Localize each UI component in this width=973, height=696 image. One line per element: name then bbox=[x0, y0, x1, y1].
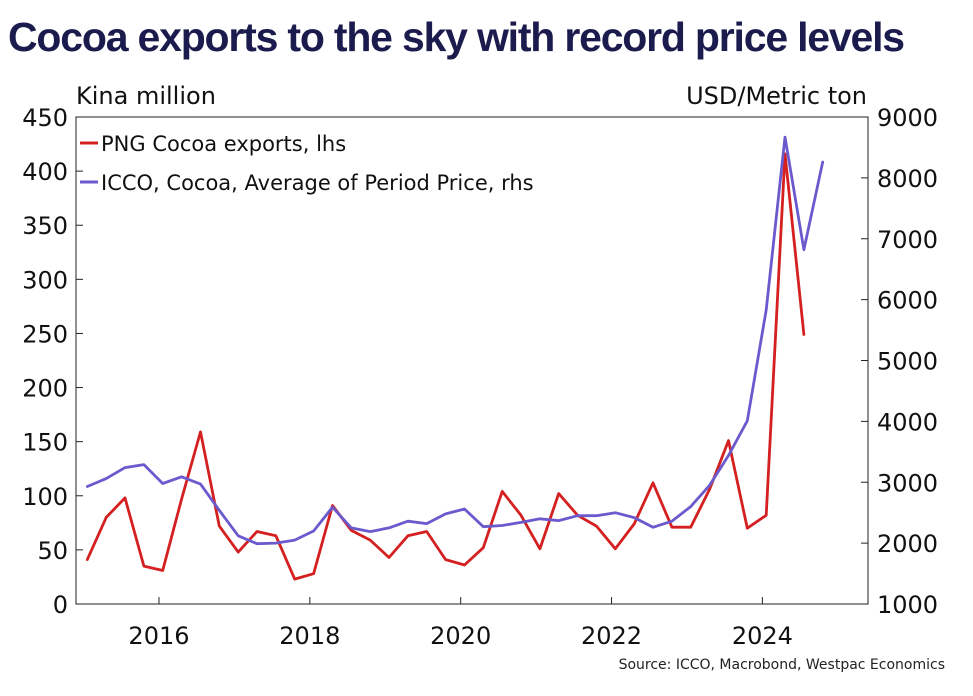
left-tick-label: 100 bbox=[22, 483, 68, 511]
series-line-1 bbox=[85, 152, 806, 581]
left-axis-label: Kina million bbox=[76, 82, 216, 110]
x-tick-label: 2016 bbox=[128, 622, 189, 650]
right-tick-label: 3000 bbox=[877, 469, 938, 497]
right-axis-label: USD/Metric ton bbox=[686, 82, 867, 110]
right-tick-label: 4000 bbox=[877, 408, 938, 436]
left-tick-label: 0 bbox=[53, 591, 68, 619]
left-tick-label: 250 bbox=[22, 320, 68, 348]
source-note: Source: ICCO, Macrobond, Westpac Economi… bbox=[618, 657, 945, 673]
left-tick-label: 450 bbox=[22, 104, 68, 132]
series-line-2 bbox=[85, 135, 825, 546]
right-tick-label: 7000 bbox=[877, 226, 938, 254]
right-tick-label: 5000 bbox=[877, 348, 938, 376]
x-tick-label: 2022 bbox=[581, 622, 642, 650]
x-tick-label: 2024 bbox=[732, 622, 793, 650]
right-tick-label: 9000 bbox=[877, 104, 938, 132]
legend: PNG Cocoa exports, lhs ICCO, Cocoa, Avera… bbox=[80, 132, 534, 195]
left-tick-label: 300 bbox=[22, 266, 68, 294]
right-tick-label: 1000 bbox=[877, 591, 938, 619]
series-lines bbox=[85, 135, 825, 581]
right-tick-label: 2000 bbox=[877, 530, 938, 558]
left-y-ticks: 0 50 100 150 200 250 300 350 400 450 bbox=[22, 104, 83, 619]
left-tick-label: 200 bbox=[22, 375, 68, 403]
x-tick-label: 2020 bbox=[430, 622, 491, 650]
legend-label: ICCO, Cocoa, Average of Period Price, rh… bbox=[101, 171, 534, 195]
x-ticks: 2016 2018 2020 2022 2024 bbox=[128, 597, 793, 650]
left-tick-label: 400 bbox=[22, 158, 68, 186]
left-tick-label: 350 bbox=[22, 212, 68, 240]
x-tick-label: 2018 bbox=[279, 622, 340, 650]
right-tick-label: 6000 bbox=[877, 287, 938, 315]
chart-title: Cocoa exports to the sky with record pri… bbox=[8, 14, 905, 60]
left-tick-label: 50 bbox=[37, 537, 68, 565]
right-y-ticks: 1000 2000 3000 4000 5000 6000 7000 8000 9000 bbox=[861, 104, 938, 619]
left-tick-label: 150 bbox=[22, 429, 68, 457]
right-tick-label: 8000 bbox=[877, 165, 938, 193]
legend-label: PNG Cocoa exports, lhs bbox=[101, 132, 346, 156]
